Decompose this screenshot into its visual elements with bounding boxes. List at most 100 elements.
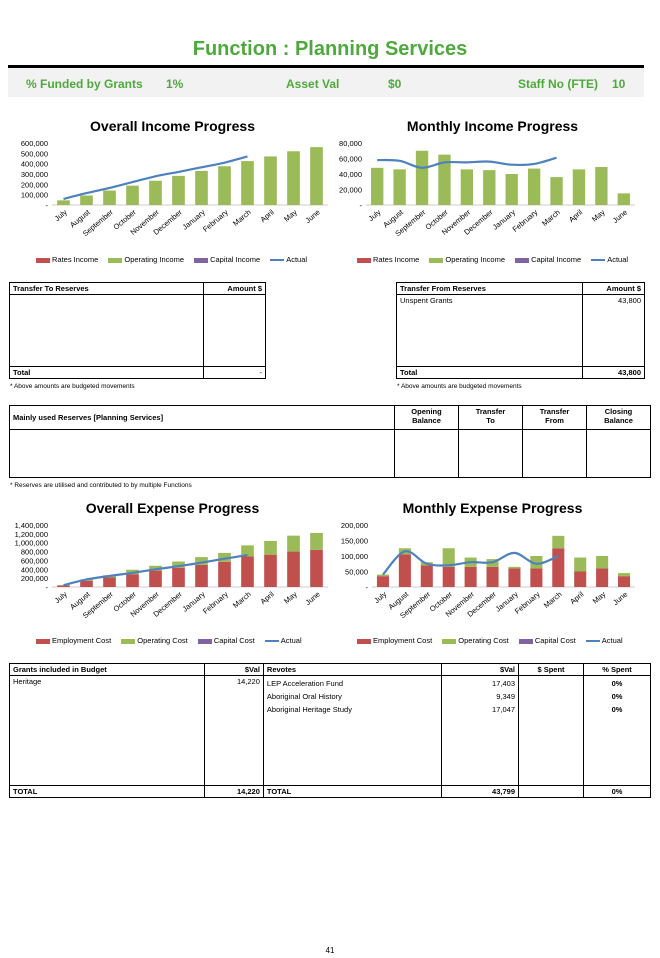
legend-actual: Actual	[280, 636, 302, 645]
bar-operating-income	[80, 195, 93, 205]
actual-line	[63, 554, 248, 587]
x-tick-label: March	[231, 590, 253, 610]
summary-bar: % Funded by Grants 1% Asset Val $0 Staff…	[8, 65, 644, 97]
transfer-from-note: * Above amounts are budgeted movements	[397, 383, 522, 390]
grants-val-header: $Val	[203, 663, 264, 676]
bar-operating-cost	[264, 540, 277, 555]
x-tick-label: June	[611, 208, 629, 225]
staff-label: Staff No (FTE)	[518, 77, 598, 91]
bar-employment-cost	[287, 551, 300, 587]
bar-employment-cost	[218, 561, 231, 587]
x-tick-label: May	[282, 207, 299, 223]
grant-row-label: Heritage	[9, 675, 205, 786]
capital-swatch	[518, 638, 533, 644]
transfer-from-row-value: 43,800	[582, 294, 645, 367]
actual-line	[63, 155, 248, 201]
bar-operating-cost	[618, 573, 631, 577]
x-tick-label: April	[567, 207, 585, 224]
bar-employment-cost	[398, 554, 411, 587]
bar-employment-cost	[126, 574, 139, 587]
bar-operating-cost	[376, 574, 389, 577]
legend-operating: Operating Cost	[458, 636, 509, 645]
revotes-total-value: 43,799	[441, 785, 519, 798]
x-tick-label: April	[258, 589, 276, 606]
bar-operating-cost	[442, 548, 455, 567]
transfer-to-col-header-2: To	[486, 416, 495, 425]
reserves-header: Mainly used Reserves [Planning Services]	[9, 405, 395, 430]
actual-swatch	[585, 640, 600, 643]
reserves-note: * Reserves are utilised and contributed …	[10, 482, 192, 489]
legend-operating: Operating Income	[124, 255, 184, 264]
monthly-expense-chart: -50,000100,000150,000200,000JulyAugustSe…	[341, 521, 635, 620]
legend-capital: Capital Cost	[534, 636, 576, 645]
bar-operating-income	[172, 175, 185, 205]
bar-operating-income	[264, 156, 277, 205]
revote-row-1-value: 17,403	[492, 679, 515, 688]
chart-title-monthly-income: Monthly Income Progress	[406, 118, 579, 134]
bar-employment-cost	[530, 568, 543, 587]
page-title: Function : Planning Services	[192, 38, 468, 60]
y-tick-label: 50,000	[345, 568, 368, 577]
transfer-to-col-header: Transfer	[475, 407, 506, 416]
bar-employment-cost	[618, 576, 631, 587]
y-tick-label: 1,400,000	[15, 521, 48, 530]
y-tick-label: 20,000	[339, 186, 362, 195]
funded-label: % Funded by Grants	[26, 77, 143, 91]
bar-operating-income	[57, 200, 70, 205]
bar-operating-income	[393, 169, 406, 205]
bar-employment-cost	[420, 565, 433, 587]
bar-operating-cost	[508, 566, 521, 569]
bar-operating-income	[195, 170, 208, 205]
transfer-to-table: Transfer To Reserves Amount $ Total -	[9, 282, 266, 379]
closing-header: Closing	[604, 407, 633, 416]
bar-operating-cost	[218, 552, 231, 562]
legend-employment: Employment Cost	[373, 636, 433, 645]
legend-actual: Actual	[607, 255, 629, 264]
capital-swatch	[515, 257, 530, 263]
transfer-from-col-header: Transfer	[539, 407, 570, 416]
operating-swatch	[429, 257, 444, 263]
bar-operating-income	[438, 154, 451, 205]
bar-employment-cost	[552, 548, 565, 587]
revote-row-1-label: LEP Acceleration Fund	[266, 679, 344, 688]
bar-operating-cost	[172, 561, 185, 568]
bar-employment-cost	[241, 556, 254, 587]
capital-swatch	[197, 638, 212, 644]
revote-row-2-label: Aboriginal Oral History	[266, 692, 342, 701]
transfer-to-note: * Above amounts are budgeted movements	[10, 383, 135, 390]
bar-operating-income	[149, 180, 162, 205]
operating-swatch	[442, 638, 457, 644]
expense-legend-right: Employment Cost Operating Cost Capital C…	[357, 636, 631, 645]
bar-operating-income	[241, 161, 254, 205]
y-tick-label: 200,000	[21, 574, 48, 583]
bar-employment-cost	[376, 576, 389, 587]
operating-swatch	[108, 257, 123, 263]
y-tick-label: 400,000	[21, 565, 48, 574]
legend-actual: Actual	[601, 636, 623, 645]
bar-operating-cost	[310, 532, 323, 550]
revotes-val-header: $Val	[441, 663, 519, 676]
closing-header-2: Balance	[604, 416, 633, 425]
x-tick-label: April	[258, 207, 276, 224]
legend-capital: Capital Income	[210, 255, 261, 264]
transfer-from-table: Transfer From Reserves Amount $ Unspent …	[396, 282, 645, 379]
employment-swatch	[36, 638, 50, 644]
bar-employment-cost	[310, 549, 323, 587]
bar-employment-cost	[195, 564, 208, 587]
income-legend-right: Rates Income Operating Income Capital In…	[357, 255, 636, 264]
bar-operating-cost	[287, 535, 300, 552]
grant-row-value: 14,220	[203, 675, 264, 786]
funded-value: 1%	[166, 77, 184, 91]
revote-row-3-pct: 0%	[611, 705, 623, 714]
asset-value: $0	[388, 77, 402, 91]
bar-employment-cost	[149, 570, 162, 587]
transfer-from-total-value: 43,800	[582, 366, 645, 379]
x-tick-label: July	[53, 589, 69, 605]
actual-line	[377, 156, 557, 169]
chart-title-monthly-expense: Monthly Expense Progress	[402, 500, 583, 516]
chart-title-overall-income: Overall Income Progress	[90, 118, 255, 134]
bar-operating-income	[103, 190, 116, 205]
transfer-from-amount-header: Amount $	[582, 282, 645, 295]
bar-operating-cost	[195, 557, 208, 565]
bar-operating-income	[595, 167, 608, 205]
